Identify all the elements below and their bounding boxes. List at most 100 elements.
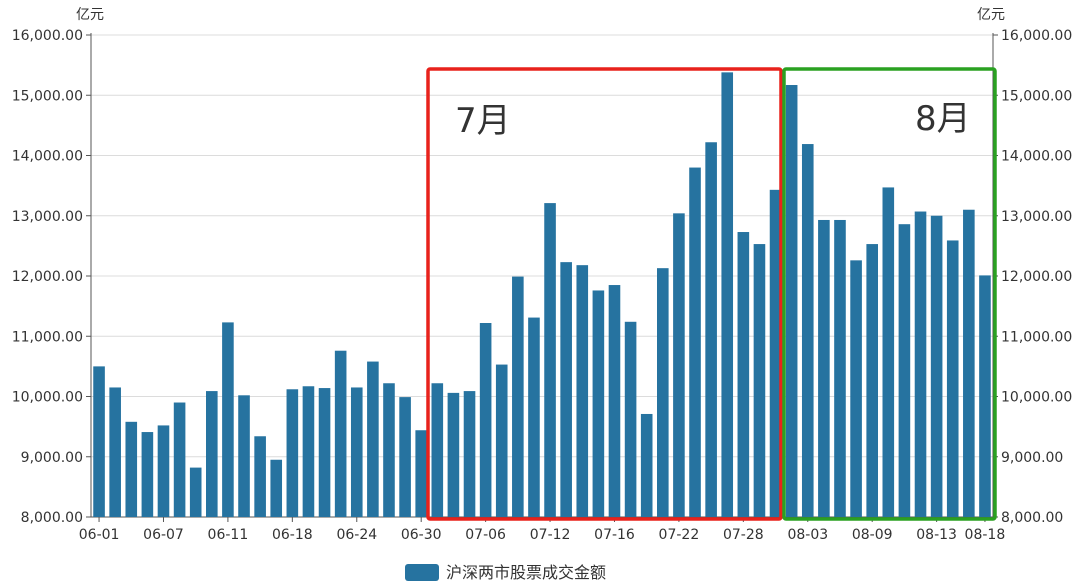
legend-swatch (405, 564, 439, 581)
bar (350, 387, 363, 517)
july-highlight-box (426, 67, 783, 521)
x-tick-label: 06-30 (401, 527, 442, 543)
legend[interactable]: 沪深两市股票成交金额 (405, 563, 606, 582)
bar (737, 232, 750, 517)
bar (238, 395, 250, 517)
bar (367, 361, 379, 517)
bar (189, 467, 202, 517)
x-tick-label: 06-24 (336, 527, 377, 543)
bar (93, 366, 105, 518)
bar (914, 211, 927, 517)
bar (222, 322, 234, 517)
y-tick-label-left: 8,000.00 (21, 510, 83, 526)
bar (882, 187, 895, 517)
bar (302, 386, 315, 517)
x-tick-label: 07-28 (723, 527, 764, 543)
bar (818, 219, 830, 517)
bar (963, 209, 975, 518)
bar (270, 459, 283, 517)
bar (850, 260, 862, 517)
bar (979, 275, 991, 517)
y-tick-label-left: 9,000.00 (21, 450, 83, 466)
bar (769, 189, 782, 517)
y-tick-label-left: 16,000.00 (12, 28, 83, 44)
y-tick-label-right: 14,000.00 (1001, 149, 1072, 165)
august-annotation: 8月 (915, 99, 971, 139)
y-tick-label-left: 12,000.00 (12, 269, 83, 285)
bar (689, 167, 701, 518)
x-tick-label: 07-06 (465, 527, 506, 543)
x-tick-label: 06-11 (208, 527, 249, 543)
x-tick-label: 06-18 (272, 527, 313, 543)
bar (447, 392, 460, 517)
bar (206, 391, 218, 517)
bar (528, 317, 540, 517)
legend-label: 沪深两市股票成交金额 (446, 563, 606, 582)
bar (431, 383, 444, 517)
y-tick-label-right: 13,000.00 (1001, 209, 1072, 225)
y-tick-label-left: 15,000.00 (12, 88, 83, 104)
bar (673, 213, 685, 517)
bar (834, 219, 846, 517)
bar (318, 388, 331, 517)
bar (141, 432, 154, 517)
x-tick-label: 07-16 (594, 527, 635, 543)
x-tick-label: 08-18 (965, 527, 1006, 543)
bar (640, 413, 653, 517)
x-tick-label: 07-22 (659, 527, 700, 543)
y-tick-label-right: 9,000.00 (1001, 450, 1063, 466)
july-annotation: 7月 (455, 101, 511, 141)
bar (479, 323, 492, 517)
x-tick-label: 08-03 (787, 527, 828, 543)
bar (721, 72, 734, 518)
bar (383, 383, 395, 517)
bar (866, 244, 878, 517)
x-tick-label: 07-12 (530, 527, 571, 543)
bar (560, 262, 572, 517)
y-tick-label-right: 8,000.00 (1001, 510, 1063, 526)
bar (399, 397, 411, 517)
y-tick-label-left: 11,000.00 (12, 329, 83, 345)
x-tick-label: 06-01 (79, 527, 120, 543)
bar (576, 265, 589, 517)
bar (657, 268, 669, 517)
y-tick-label-right: 16,000.00 (1001, 28, 1072, 44)
y-axis-right-labels: 8,000.00 9,000.00 10,000.00 11,000.00 12,000… (1001, 28, 1072, 526)
x-tick-label: 08-09 (852, 527, 893, 543)
y-tick-label-right: 15,000.00 (1001, 88, 1072, 104)
bars (93, 72, 991, 518)
x-axis-labels: 06-01 06-07 06-11 06-18 06-24 06-30 07-06 07-12… (79, 527, 1005, 543)
bar (592, 290, 605, 517)
bar (173, 402, 186, 517)
bar (624, 321, 637, 517)
bar (785, 85, 798, 517)
bar (512, 276, 524, 517)
y-unit-left: 亿元 (76, 7, 104, 23)
y-tick-label-left: 14,000.00 (12, 149, 83, 165)
bar (109, 387, 121, 517)
y-tick-label-left: 10,000.00 (12, 390, 83, 406)
bar (898, 224, 911, 517)
bar (705, 142, 717, 517)
bar (946, 240, 959, 517)
bar (334, 350, 347, 517)
y-unit-right: 亿元 (977, 7, 1005, 23)
bar (544, 203, 556, 517)
y-tick-label-left: 13,000.00 (12, 209, 83, 225)
x-tick-label: 08-13 (916, 527, 957, 543)
bar (463, 391, 476, 517)
y-tick-label-right: 10,000.00 (1001, 390, 1072, 406)
august-highlight-box (782, 67, 997, 521)
bar (286, 389, 299, 517)
bar (415, 430, 427, 517)
bar (495, 364, 508, 517)
y-axis-left-labels: 8,000.00 9,000.00 10,000.00 11,000.00 12,000… (12, 28, 83, 526)
x-tick-label: 06-07 (143, 527, 184, 543)
bar (608, 285, 621, 517)
y-tick-label-right: 11,000.00 (1001, 329, 1072, 345)
bar (801, 144, 814, 518)
y-tick-label-right: 12,000.00 (1001, 269, 1072, 285)
bar (930, 215, 943, 517)
bar (753, 244, 766, 517)
